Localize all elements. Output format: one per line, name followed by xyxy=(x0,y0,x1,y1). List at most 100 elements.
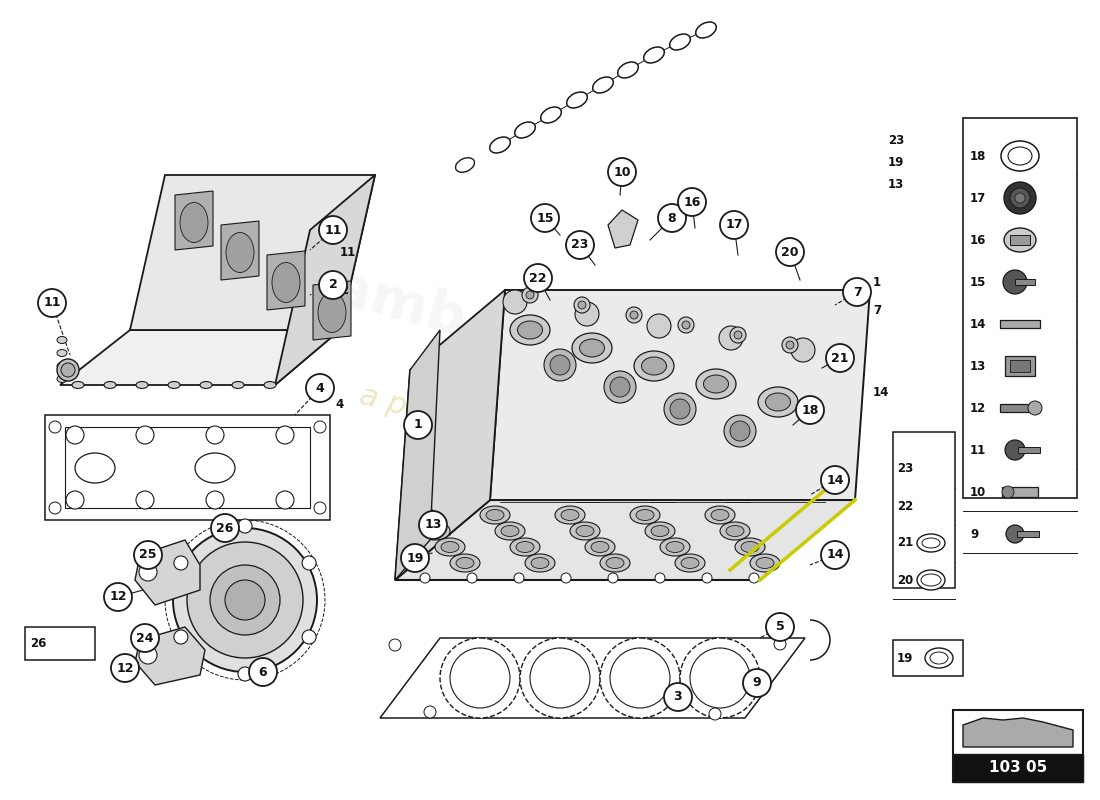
Text: 4: 4 xyxy=(316,382,324,394)
Ellipse shape xyxy=(756,558,774,569)
Text: Lamborghini: Lamborghini xyxy=(294,253,686,407)
Circle shape xyxy=(608,158,636,186)
Circle shape xyxy=(211,514,239,542)
Circle shape xyxy=(796,396,824,424)
Bar xyxy=(893,640,962,676)
Ellipse shape xyxy=(666,542,684,553)
Bar xyxy=(1018,447,1040,453)
Ellipse shape xyxy=(541,107,561,123)
Circle shape xyxy=(206,426,224,444)
Circle shape xyxy=(647,314,671,338)
Bar xyxy=(1000,320,1040,328)
Circle shape xyxy=(690,648,750,708)
Ellipse shape xyxy=(641,357,667,375)
Bar xyxy=(1015,279,1035,285)
Text: 25: 25 xyxy=(140,549,156,562)
Circle shape xyxy=(524,264,552,292)
Circle shape xyxy=(664,393,696,425)
Ellipse shape xyxy=(495,522,525,540)
Circle shape xyxy=(791,338,815,362)
Ellipse shape xyxy=(630,506,660,524)
Circle shape xyxy=(404,411,432,439)
Text: 9: 9 xyxy=(752,677,761,690)
Ellipse shape xyxy=(645,522,675,540)
Circle shape xyxy=(319,216,346,244)
Ellipse shape xyxy=(531,558,549,569)
Polygon shape xyxy=(130,175,375,330)
Text: 2: 2 xyxy=(329,278,338,291)
Text: 18: 18 xyxy=(970,150,987,162)
Text: 13: 13 xyxy=(425,518,442,531)
Ellipse shape xyxy=(480,506,510,524)
Ellipse shape xyxy=(580,339,605,357)
Ellipse shape xyxy=(500,526,519,537)
Circle shape xyxy=(139,563,157,581)
Ellipse shape xyxy=(450,554,480,572)
Bar xyxy=(962,118,1077,498)
Text: 12: 12 xyxy=(117,662,134,674)
Ellipse shape xyxy=(922,538,940,548)
Polygon shape xyxy=(490,290,870,500)
Circle shape xyxy=(276,426,294,444)
Circle shape xyxy=(608,573,618,583)
Ellipse shape xyxy=(490,137,510,153)
Circle shape xyxy=(174,556,188,570)
Ellipse shape xyxy=(651,526,669,537)
Polygon shape xyxy=(314,281,351,340)
Circle shape xyxy=(302,556,316,570)
Circle shape xyxy=(104,583,132,611)
Polygon shape xyxy=(221,221,258,280)
Text: 10: 10 xyxy=(970,486,987,498)
Ellipse shape xyxy=(711,510,729,521)
Circle shape xyxy=(210,565,280,635)
Text: 23: 23 xyxy=(896,462,913,475)
Circle shape xyxy=(503,290,527,314)
Ellipse shape xyxy=(741,542,759,553)
Circle shape xyxy=(526,291,534,299)
Ellipse shape xyxy=(57,337,67,343)
Circle shape xyxy=(187,542,302,658)
Ellipse shape xyxy=(750,554,780,572)
Text: 12: 12 xyxy=(970,402,987,414)
Text: 16: 16 xyxy=(683,195,701,209)
Circle shape xyxy=(420,573,430,583)
Ellipse shape xyxy=(681,558,698,569)
Ellipse shape xyxy=(593,77,614,93)
Circle shape xyxy=(821,466,849,494)
Ellipse shape xyxy=(232,382,244,389)
Circle shape xyxy=(720,211,748,239)
Polygon shape xyxy=(175,191,213,250)
Circle shape xyxy=(314,502,326,514)
Circle shape xyxy=(702,573,712,583)
Text: 1: 1 xyxy=(414,418,422,431)
Circle shape xyxy=(531,204,559,232)
Text: a passion for cars: a passion for cars xyxy=(355,381,624,479)
Ellipse shape xyxy=(57,350,67,357)
Bar xyxy=(1010,360,1030,372)
Ellipse shape xyxy=(104,382,116,389)
Ellipse shape xyxy=(634,351,674,381)
Circle shape xyxy=(39,289,66,317)
Ellipse shape xyxy=(660,538,690,556)
Ellipse shape xyxy=(318,293,346,333)
Bar xyxy=(25,627,95,660)
Circle shape xyxy=(136,491,154,509)
Circle shape xyxy=(575,302,600,326)
Ellipse shape xyxy=(556,506,585,524)
Ellipse shape xyxy=(921,574,940,586)
Text: 17: 17 xyxy=(725,218,742,231)
Circle shape xyxy=(389,639,402,651)
Polygon shape xyxy=(275,175,375,385)
Ellipse shape xyxy=(516,542,534,553)
Ellipse shape xyxy=(726,526,744,537)
Circle shape xyxy=(520,638,600,718)
Text: 6: 6 xyxy=(258,666,267,678)
Text: 8: 8 xyxy=(668,211,676,225)
Text: 14: 14 xyxy=(970,318,987,330)
Circle shape xyxy=(134,541,162,569)
Circle shape xyxy=(249,658,277,686)
Circle shape xyxy=(402,544,429,572)
Text: 16: 16 xyxy=(970,234,987,246)
Text: 10: 10 xyxy=(614,166,630,178)
Circle shape xyxy=(1006,525,1024,543)
